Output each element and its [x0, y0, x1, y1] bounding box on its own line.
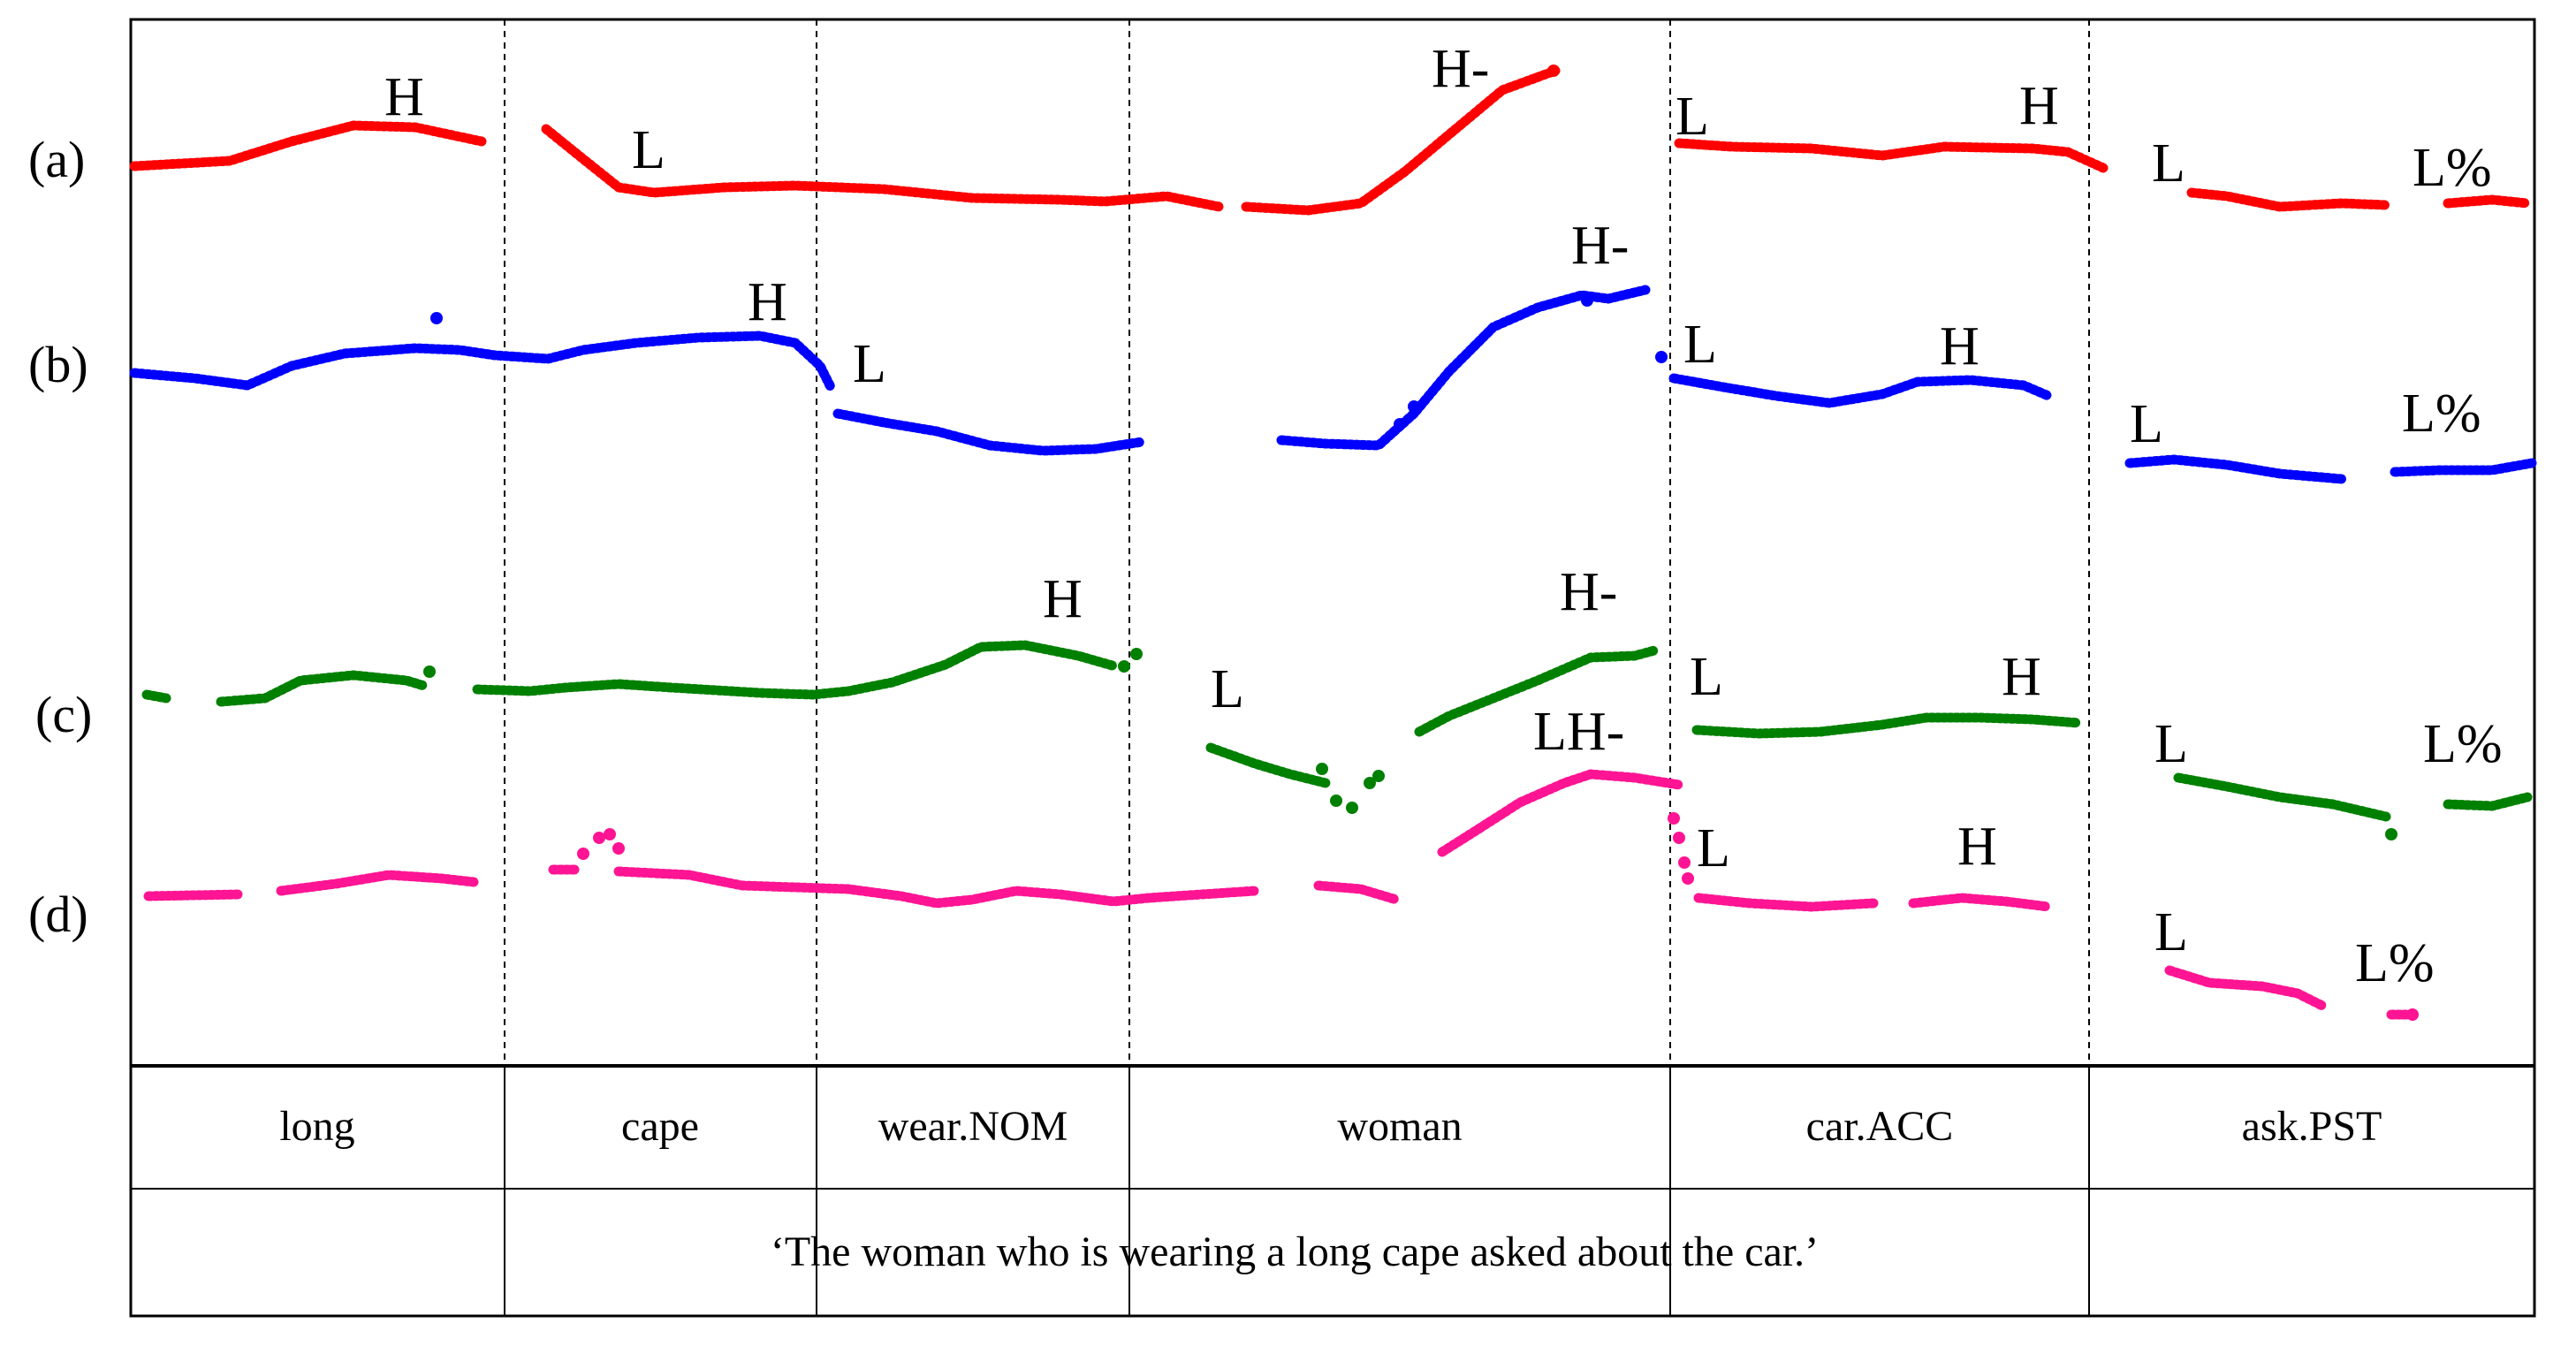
tone-label-c-woman-h: H- [1560, 562, 1617, 622]
word-label-woman: woman [1337, 1103, 1462, 1150]
contour-c-segment [472, 640, 1121, 700]
contour-d-segment [1908, 893, 2054, 912]
contour-d-point [593, 832, 605, 844]
tone-label-d-car-h: H [1957, 817, 1997, 877]
tone-label-c-car-h: H [2002, 647, 2041, 707]
contour-d-point [1682, 872, 1694, 885]
contour-d-segment [1693, 893, 1879, 912]
contour-a-segment [2443, 194, 2533, 209]
tone-label-a-car-l: L [1676, 87, 1709, 147]
contour-d-segment [613, 866, 1260, 909]
contour-b-segment [129, 331, 836, 392]
word-row: long cape wear.NOM woman car.ACC ask.PST [279, 1103, 2382, 1150]
contour-d-segment [1313, 880, 1402, 905]
tone-label-b-wear-l: L [853, 334, 886, 394]
contour-c-point [1346, 802, 1358, 814]
contour-c-point [1316, 763, 1328, 775]
contour-c-segment [141, 689, 171, 703]
pitch-contours [129, 65, 2537, 1021]
contour-d-segment [2164, 965, 2328, 1011]
contour-c-point [2385, 828, 2397, 840]
contour-b-segment [1276, 285, 1651, 451]
contour-b-point [1581, 294, 1593, 307]
contour-d-point [612, 842, 625, 855]
contour-c-point [1130, 648, 1143, 660]
tone-label-b-car-h: H [1940, 316, 1979, 376]
tone-label-d-woman-lh: LH- [1533, 702, 1624, 762]
word-label-cape: cape [621, 1103, 699, 1150]
contour-c-segment [1205, 742, 1331, 788]
translation-text: ‘The woman who is wearing a long cape as… [771, 1228, 1819, 1275]
contour-b-point [1655, 351, 1668, 363]
contour-d-segment [143, 889, 244, 901]
tone-label-a-car-h: H [2019, 76, 2059, 136]
tone-label-b-cape-h: H [748, 272, 787, 332]
tone-label-b-ask-lpct: L% [2402, 384, 2481, 444]
contour-c-point [1330, 795, 1342, 807]
contour-b-segment [2390, 458, 2537, 477]
contour-a-segment [129, 120, 487, 171]
word-boundaries [504, 19, 2090, 1316]
contour-c-point [423, 665, 436, 678]
contour-c-segment [1691, 712, 2084, 739]
tone-label-a-cape-l: L [632, 120, 665, 180]
tone-label-c-car-l: L [1690, 647, 1723, 707]
contour-d-point [2406, 1008, 2419, 1021]
contour-d-point [1673, 832, 1685, 844]
tone-label-a-ask-l: L [2152, 133, 2185, 194]
contour-a-point [1547, 65, 1560, 77]
tone-label-a-ask-lpct: L% [2413, 138, 2492, 198]
tone-label-c-ask-l: L [2154, 714, 2188, 774]
contour-b-point [1408, 400, 1420, 413]
contour-b-point [1394, 418, 1406, 430]
translation-backdrop [672, 1218, 1997, 1283]
contour-a-segment [2186, 187, 2391, 212]
contour-d-point [1668, 812, 1680, 825]
row-label-d: (d) [28, 886, 88, 943]
contour-c-segment [1414, 645, 1660, 737]
contour-d-point [1678, 856, 1691, 869]
contour-a-segment [541, 124, 1225, 212]
contour-b-point [430, 312, 443, 324]
contour-d-point [577, 848, 589, 860]
tone-label-c-ask-lpct: L% [2423, 714, 2503, 774]
contour-b-segment [832, 408, 1147, 456]
word-label-ask-pst: ask.PST [2242, 1103, 2382, 1150]
row-label-b: (b) [28, 336, 88, 393]
word-label-long: long [279, 1103, 354, 1150]
tone-label-c-woman-l: L [1211, 659, 1244, 719]
contour-d-segment [1437, 769, 1684, 857]
tone-label-b-car-l: L [1683, 315, 1717, 375]
contour-c-segment [2173, 772, 2391, 822]
tone-label-c-wear-h: H [1043, 569, 1083, 629]
tone-labels: H L H- L H L L% H L H- L H L L% H L H- L… [384, 39, 2503, 993]
contour-c-segment [2443, 792, 2533, 811]
contour-d-point [604, 828, 616, 840]
contour-b-segment [2124, 454, 2347, 484]
tone-label-d-car-l: L [1697, 818, 1730, 878]
plot-frame [129, 18, 2536, 1318]
contour-c-segment [216, 670, 429, 707]
word-label-wear-nom: wear.NOM [878, 1103, 1068, 1150]
tone-label-b-woman-h: H- [1571, 216, 1629, 276]
contour-c-point [1372, 770, 1385, 782]
contour-c-point [1364, 777, 1376, 789]
translation-row: ‘The woman who is wearing a long cape as… [672, 1189, 1997, 1316]
word-label-car-acc: car.ACC [1806, 1103, 1954, 1150]
contour-c-point [1118, 660, 1130, 673]
tone-label-a-long-h: H [384, 67, 424, 127]
row-label-a: (a) [28, 131, 85, 188]
tone-label-d-ask-lpct: L% [2355, 933, 2435, 993]
contour-d-segment [276, 870, 479, 896]
tone-label-a-woman-h: H- [1432, 39, 1489, 99]
contour-b-segment [1668, 373, 2054, 408]
tone-label-b-ask-l: L [2130, 394, 2163, 454]
contour-a-segment [1241, 65, 1561, 216]
contour-a-segment [1674, 138, 2109, 173]
tone-label-d-ask-l: L [2154, 902, 2188, 962]
row-label-c: (c) [35, 686, 92, 743]
